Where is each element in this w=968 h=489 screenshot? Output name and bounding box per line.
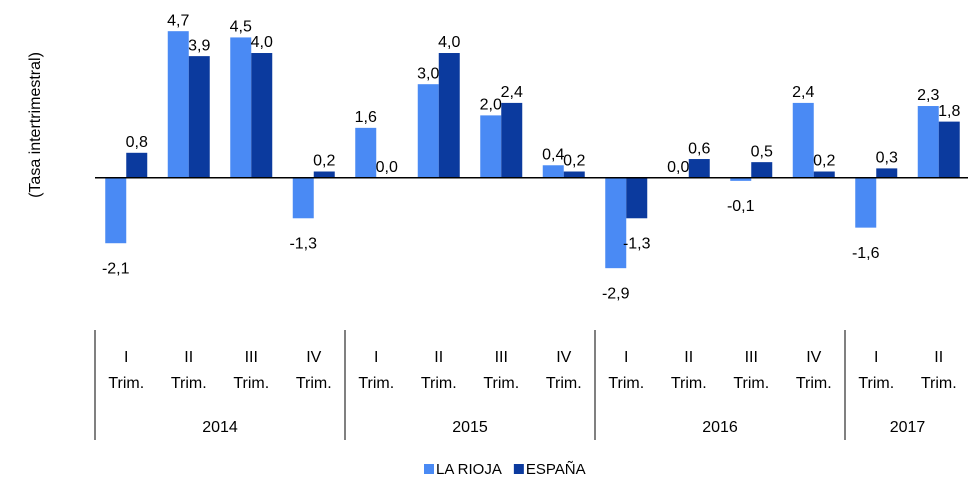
value-label: 0,2 (313, 153, 335, 170)
bar (480, 115, 502, 178)
x-tick-label: I Trim. (358, 349, 394, 392)
value-label: 4,5 (230, 19, 252, 36)
bar (105, 177, 127, 244)
x-tick-label: IV Trim. (296, 349, 332, 392)
value-label: -1,3 (623, 235, 651, 252)
group-label: 2017 (890, 419, 926, 436)
bar (438, 53, 460, 178)
value-label: 2,4 (792, 84, 814, 101)
legend-label: LA RIOJA (436, 461, 502, 478)
x-tick-label: III Trim. (733, 349, 769, 392)
bar (855, 177, 877, 228)
value-label: -0,1 (727, 198, 755, 215)
value-label: 0,0 (376, 159, 398, 176)
x-tick-label: I Trim. (858, 349, 894, 392)
value-label: 0,5 (751, 143, 773, 160)
x-tick-label: I Trim. (608, 349, 644, 392)
x-tick-label: III Trim. (483, 349, 519, 392)
value-label: 0,0 (667, 159, 689, 176)
x-tick-label: II Trim. (421, 349, 457, 392)
value-label: -1,3 (289, 235, 317, 252)
value-label: 0,6 (688, 140, 710, 157)
value-label: 2,4 (501, 84, 523, 101)
x-tick-label: IV Trim. (546, 349, 582, 392)
value-label: 0,2 (563, 153, 585, 170)
bar (501, 102, 523, 178)
x-tick-label: II Trim. (921, 349, 957, 392)
value-label: 1,6 (355, 109, 377, 126)
bar (230, 37, 252, 178)
value-label: -2,1 (102, 260, 130, 277)
value-label: 2,3 (917, 87, 939, 104)
x-tick-label: II Trim. (671, 349, 707, 392)
value-label: 0,8 (126, 134, 148, 151)
bar (355, 127, 377, 178)
bar (730, 177, 752, 181)
bar (313, 171, 335, 178)
x-tick-label: I Trim. (108, 349, 144, 392)
bar (542, 165, 564, 178)
x-tick-label: III Trim. (233, 349, 269, 392)
value-label: -1,6 (852, 245, 880, 262)
bar (917, 106, 939, 178)
bar (688, 159, 710, 178)
value-label: 4,0 (438, 34, 460, 51)
bar (751, 162, 773, 178)
bar (188, 56, 210, 178)
value-label: 0,4 (542, 146, 564, 163)
group-label: 2014 (202, 419, 238, 436)
bar (251, 53, 273, 178)
bar (563, 171, 585, 178)
bar (938, 121, 960, 178)
bar (792, 102, 814, 178)
legend-swatch (513, 464, 524, 474)
group-label: 2016 (702, 419, 738, 436)
bar (626, 177, 648, 219)
bar (167, 31, 189, 178)
x-tick-label: IV Trim. (796, 349, 832, 392)
legend-swatch (424, 464, 434, 474)
value-label: 1,8 (938, 103, 960, 120)
value-label: 0,3 (876, 150, 898, 167)
value-label: 2,0 (480, 97, 502, 114)
bar (813, 171, 835, 178)
bar (605, 177, 627, 269)
value-label: 3,9 (188, 37, 210, 54)
bar (876, 168, 898, 178)
y-axis-label: (Tasa intertrimestral) (27, 52, 44, 198)
bar (126, 152, 148, 178)
legend-label: ESPAÑA (526, 461, 586, 478)
x-tick-label: II Trim. (171, 349, 207, 392)
group-label: 2015 (452, 419, 488, 436)
value-label: 4,7 (167, 12, 189, 29)
value-label: 3,0 (417, 65, 439, 82)
value-label: -2,9 (602, 285, 630, 302)
bar (417, 84, 439, 178)
value-label: 4,0 (251, 34, 273, 51)
value-label: 0,2 (813, 153, 835, 170)
bar (292, 177, 314, 219)
